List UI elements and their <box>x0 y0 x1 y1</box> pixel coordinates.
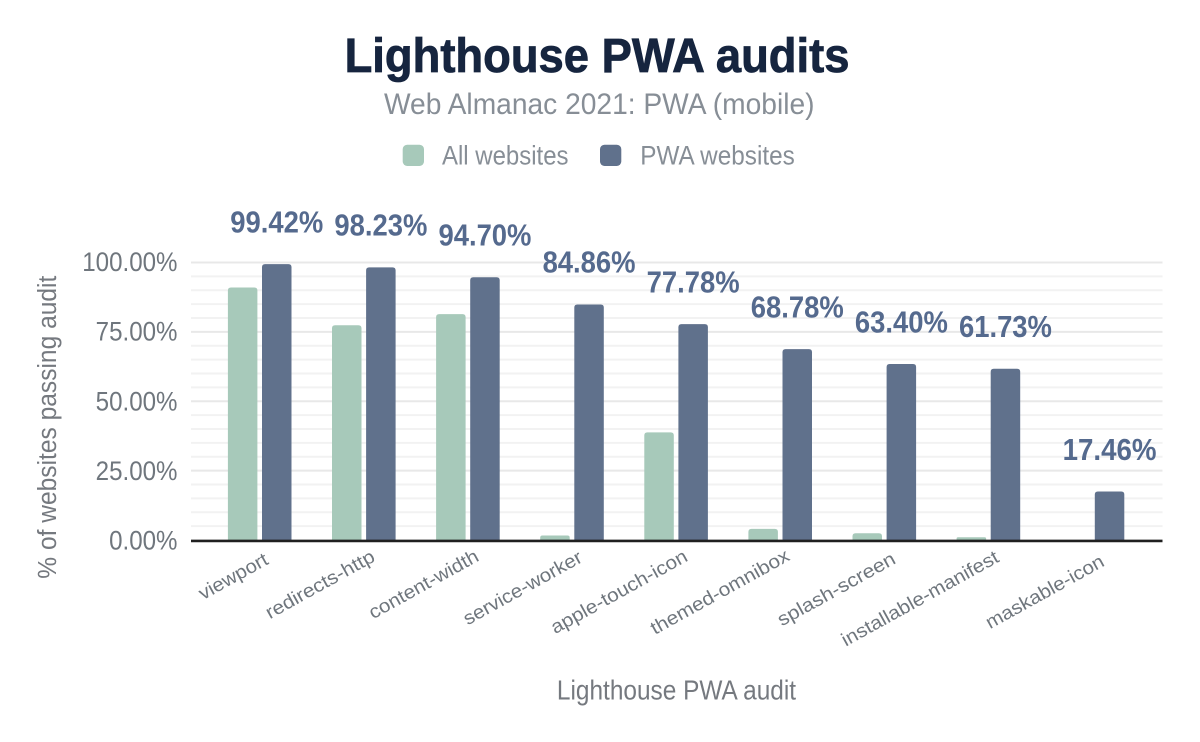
svg-text:99.42%: 99.42% <box>230 206 323 240</box>
svg-text:61.73%: 61.73% <box>959 310 1052 344</box>
svg-text:Lighthouse PWA audit: Lighthouse PWA audit <box>557 674 797 706</box>
svg-text:68.78%: 68.78% <box>751 291 844 325</box>
svg-text:0.00%: 0.00% <box>109 526 177 556</box>
svg-text:Lighthouse PWA audits: Lighthouse PWA audits <box>345 29 850 82</box>
svg-text:94.70%: 94.70% <box>438 219 531 253</box>
svg-text:77.78%: 77.78% <box>647 266 740 300</box>
svg-text:84.86%: 84.86% <box>543 246 636 280</box>
svg-text:63.40%: 63.40% <box>855 306 948 340</box>
svg-text:98.23%: 98.23% <box>334 209 427 243</box>
svg-text:All websites: All websites <box>442 141 569 171</box>
svg-text:% of websites passing audit: % of websites passing audit <box>33 276 62 579</box>
svg-text:100.00%: 100.00% <box>82 248 177 278</box>
svg-text:PWA websites: PWA websites <box>640 141 794 170</box>
svg-text:17.46%: 17.46% <box>1063 432 1157 467</box>
svg-text:Web Almanac 2021: PWA (mobile): Web Almanac 2021: PWA (mobile) <box>384 88 815 121</box>
svg-text:75.00%: 75.00% <box>96 317 178 347</box>
svg-text:50.00%: 50.00% <box>96 387 178 417</box>
svg-text:25.00%: 25.00% <box>96 457 178 487</box>
